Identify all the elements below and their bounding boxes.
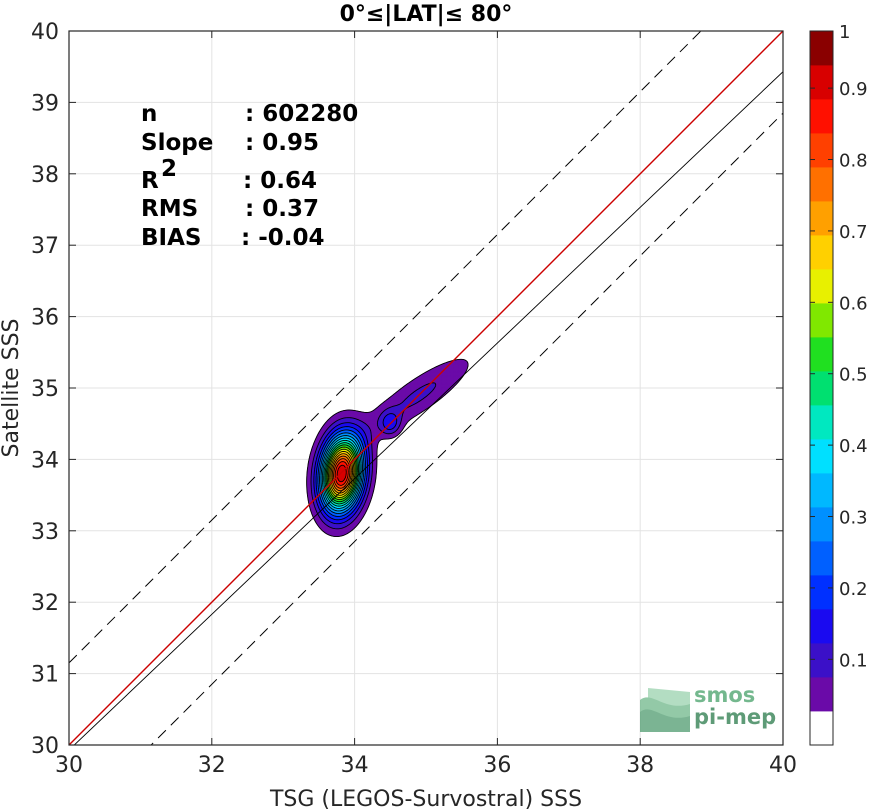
- identity-line: [69, 31, 783, 745]
- stat-value-n: : 602280: [245, 101, 358, 127]
- y-tick-label: 34: [31, 448, 59, 473]
- grid: [68, 30, 784, 746]
- colorbar-segment: [810, 473, 833, 508]
- colorbar-segment: [810, 65, 833, 100]
- colorbar-tick-label: 0.8: [839, 151, 868, 172]
- colorbar-segment: [810, 31, 833, 66]
- contour-line-7: [320, 435, 363, 512]
- y-tick-label: 36: [31, 306, 59, 331]
- contour-line-9: [323, 439, 361, 507]
- colorbar-segment: [810, 541, 833, 576]
- colorbar-segment: [810, 609, 833, 644]
- y-tick-label: 37: [31, 234, 59, 259]
- upper-bound-dashed-line: [69, 31, 702, 664]
- stat-label-slope: Slope: [141, 130, 213, 156]
- colorbar-segment: [810, 235, 833, 270]
- colorbar-segment: [810, 575, 833, 610]
- colorbar-tick-label: 0.4: [839, 436, 868, 457]
- x-tick-label: 38: [626, 753, 654, 778]
- contour-line-6: [319, 432, 365, 514]
- logo-text-pi-mep: pi-mep: [694, 705, 776, 729]
- y-tick-label: 39: [31, 91, 59, 116]
- lower-bound-dashed-line: [150, 112, 783, 745]
- colorbar-segment: [810, 201, 833, 236]
- colorbar-segment: [810, 371, 833, 406]
- stat-value-r: : 0.64: [243, 168, 317, 194]
- statistics-panel: n : 602280 Slope : 0.95 R 2 : 0.64 RMS : 0.37 BIA…: [141, 101, 358, 251]
- colorbar-segment: [810, 167, 833, 202]
- logo-wave-icon: [640, 688, 690, 732]
- colorbar-segment: [810, 269, 833, 304]
- colorbar-segment: [810, 99, 833, 134]
- colorbar-segment: [810, 677, 833, 712]
- contour-line-5: [317, 429, 367, 517]
- colorbar-tick-label: 0.6: [839, 293, 868, 314]
- colorbar-segment: [810, 507, 833, 542]
- colorbar-segment: [810, 337, 833, 372]
- stat-value-bias: : -0.04: [241, 225, 325, 251]
- colorbar-tick-label: 0.3: [839, 508, 868, 529]
- stat-superscript: 2: [161, 156, 177, 182]
- smos-pi-mep-logo: smos pi-mep: [640, 683, 776, 732]
- contour-line-12: [326, 446, 357, 501]
- colorbar-tick-label: 1: [839, 22, 850, 43]
- contour-line-18: [334, 461, 349, 486]
- stat-value-slope: : 0.95: [245, 130, 319, 156]
- colorbar-frame: [809, 30, 834, 746]
- x-axis-label: TSG (LEGOS-Survostral) SSS: [269, 787, 582, 811]
- x-tick-label: 32: [198, 753, 226, 778]
- contour-line-11: [325, 444, 358, 503]
- colorbar-tick-label: 0.5: [839, 365, 868, 386]
- colorbar-segment: [810, 439, 833, 474]
- x-tick-label: 34: [341, 753, 369, 778]
- colorbar-tick-label: 0.9: [839, 79, 868, 100]
- contour-line-1: [306, 358, 469, 538]
- stat-value-rms: : 0.37: [245, 196, 319, 222]
- y-tick-label: 31: [31, 663, 59, 688]
- stat-label-bias: BIAS: [141, 225, 201, 251]
- contour-line-13: [328, 448, 356, 498]
- x-tick-label: 36: [483, 753, 511, 778]
- colorbar: 0.1 0.2 0.3 0.4 0.5 0.6 0.7 0.8 0.9 1: [809, 22, 868, 746]
- y-tick-label: 33: [31, 520, 59, 545]
- x-axis-ticks: 30 32 34 36 38 40: [55, 31, 797, 778]
- logo-text-smos: smos: [694, 683, 755, 707]
- x-tick-label: 40: [769, 753, 797, 778]
- y-tick-label: 38: [31, 163, 59, 188]
- colorbar-tick-label: 0.1: [839, 650, 868, 671]
- contour-line-10: [324, 442, 360, 505]
- regression-fit-line: [73, 71, 783, 745]
- colorbar-tick-label: 0.2: [839, 579, 868, 600]
- colorbar-segment: [810, 303, 833, 338]
- y-tick-label: 40: [31, 20, 59, 45]
- colorbar-segment: [810, 405, 833, 440]
- y-tick-label: 35: [31, 377, 59, 402]
- colorbar-segment: [810, 133, 833, 168]
- stat-label-n: n: [141, 101, 157, 127]
- contour-line-17: [333, 458, 351, 489]
- contour-line-3: [313, 413, 398, 525]
- stat-label-rms: RMS: [141, 196, 198, 222]
- stat-label-r: R: [141, 168, 159, 194]
- colorbar-segment: [810, 711, 833, 746]
- x-tick-label: 30: [55, 753, 83, 778]
- colorbar-segment: [810, 643, 833, 678]
- y-tick-label: 30: [31, 734, 59, 759]
- reference-lines: [69, 31, 783, 745]
- y-axis-ticks: 30 31 32 33 34 35 36 37 38 39 40: [31, 20, 783, 759]
- chart-title: 0°≤|LAT|≤ 80°: [340, 2, 513, 27]
- y-axis-label: Satellite SSS: [0, 319, 24, 458]
- y-tick-label: 32: [31, 591, 59, 616]
- colorbar-tick-label: 0.7: [839, 222, 868, 243]
- contour-line-8: [321, 437, 362, 509]
